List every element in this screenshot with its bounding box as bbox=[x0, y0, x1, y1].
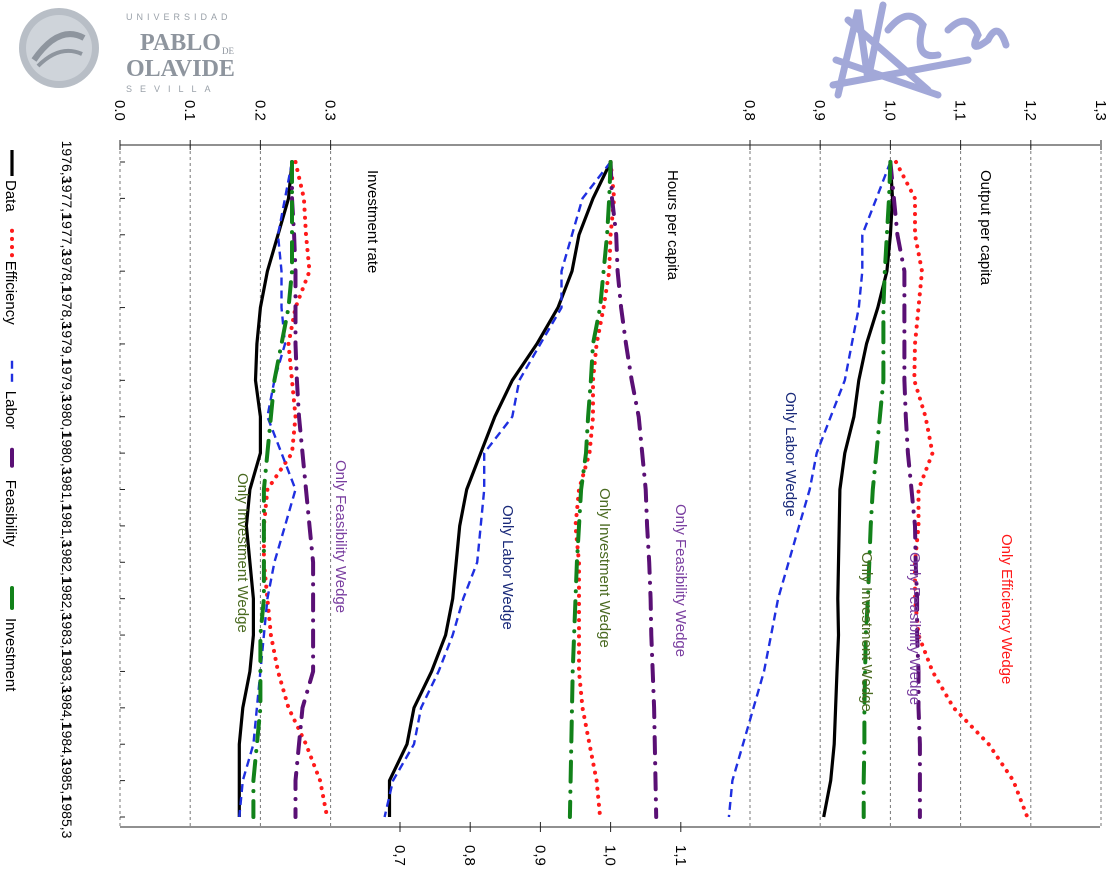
time-tick-label: 1982,3 bbox=[59, 577, 75, 620]
time-axis-labels: 1976,31977,11977,31978,11978,31979,11979… bbox=[59, 141, 75, 839]
panel-title: Hours per capita bbox=[664, 170, 681, 281]
wedge-annotation: Only Investment Wedge bbox=[234, 473, 251, 633]
value-tick-label: 0,8 bbox=[741, 100, 758, 121]
university-name-line1: PABLO bbox=[140, 30, 221, 56]
series-labor-panel-1 bbox=[727, 161, 892, 818]
time-tick-label: 1981,1 bbox=[59, 468, 75, 511]
value-tick-label: 0,9 bbox=[811, 100, 828, 121]
value-tick-label: 1,2 bbox=[1022, 100, 1039, 121]
time-tick-label: 1980,1 bbox=[59, 395, 75, 438]
university-name-line2: OLAVIDE bbox=[126, 56, 235, 82]
series-feasibility-panel-2 bbox=[608, 160, 659, 819]
time-tick-label: 1985,3 bbox=[59, 796, 75, 839]
signature-mark-icon bbox=[828, 0, 1014, 100]
series-feasibility-panel-3 bbox=[290, 160, 316, 819]
time-tick-label: 1985,1 bbox=[59, 759, 75, 802]
time-tick-label: 1981,3 bbox=[59, 504, 75, 547]
series-lines bbox=[237, 160, 1030, 819]
value-tick-label: 0.3 bbox=[322, 100, 339, 121]
series-data-panel-1 bbox=[822, 161, 895, 818]
wedge-annotations: Only Efficiency Wedge Only Feasibility We… bbox=[234, 392, 1015, 712]
series-efficiency-panel-2 bbox=[573, 160, 617, 819]
legend-label-labor: Labor bbox=[2, 391, 19, 429]
value-tick-label: 0,9 bbox=[531, 845, 548, 866]
time-tick-label: 1984,1 bbox=[59, 686, 75, 729]
time-tick-label: 1984,3 bbox=[59, 723, 75, 766]
panel-titles: Output per capita Hours per capita Investm… bbox=[364, 170, 994, 286]
value-tick-label: 1,3 bbox=[1092, 100, 1109, 121]
legend-label-efficiency: Efficiency bbox=[2, 261, 19, 325]
grid bbox=[119, 145, 1102, 827]
wedge-annotation: Only Feasibility Wedge bbox=[332, 460, 349, 613]
legend-label-investment: Investment bbox=[2, 618, 19, 692]
university-logo: UNIVERSIDAD PABLO DE OLAVIDE SEVILLA bbox=[14, 4, 254, 96]
series-investment-panel-2 bbox=[567, 160, 613, 819]
series-labor-panel-3 bbox=[238, 161, 297, 818]
wedge-annotation: Only Investment Wedge bbox=[596, 488, 613, 648]
value-tick-label: 0,7 bbox=[391, 845, 408, 866]
value-tick-label: 0.0 bbox=[111, 100, 128, 121]
series-efficiency-panel-3 bbox=[261, 160, 330, 819]
series-efficiency-panel-1 bbox=[894, 160, 1030, 819]
legend: Data Efficiency Labor Feasibility Investment bbox=[2, 150, 19, 692]
value-tick-label: 1,0 bbox=[602, 845, 619, 866]
time-tick-label: 1977,1 bbox=[59, 177, 75, 220]
time-tick-label: 1980,3 bbox=[59, 432, 75, 475]
university-name-de: DE bbox=[222, 46, 234, 56]
axes: 0,8 0,9 1,0 1,1 1,2 1,3 0,7 0,8 0,9 1,0 1,1 0.0 0.1 0… bbox=[111, 100, 1109, 866]
legend-label-feasibility: Feasibility bbox=[2, 480, 19, 547]
university-bottom-text: SEVILLA bbox=[126, 84, 219, 94]
value-tick-label: 0.2 bbox=[251, 100, 268, 121]
time-tick-label: 1979,1 bbox=[59, 323, 75, 366]
wedge-annotation: Only Feasibility Wedge bbox=[906, 552, 923, 705]
time-tick-label: 1983,3 bbox=[59, 650, 75, 693]
panel-title: Output per capita bbox=[977, 170, 994, 286]
university-top-text: UNIVERSIDAD bbox=[126, 12, 232, 22]
value-tick-label: 0.1 bbox=[181, 100, 198, 121]
series-data-panel-2 bbox=[387, 161, 613, 817]
time-tick-label: 1983,1 bbox=[59, 614, 75, 657]
series-investment-panel-3 bbox=[251, 160, 294, 819]
time-tick-label: 1979,3 bbox=[59, 359, 75, 402]
value-tick-label: 1,1 bbox=[952, 100, 969, 121]
wedge-annotation: Only Feasibility Wedge bbox=[672, 504, 689, 657]
wedge-annotation: Only Efficiency Wedge bbox=[998, 534, 1015, 684]
wedge-annotation: Only Labor Wedge bbox=[499, 505, 516, 630]
university-seal-icon bbox=[19, 8, 99, 88]
series-feasibility-panel-1 bbox=[888, 160, 922, 819]
value-tick-label: 1,1 bbox=[672, 845, 689, 866]
wedge-annotation: Only Investment Wedge bbox=[858, 552, 875, 712]
wedge-annotation: Only Labor Wedge bbox=[782, 392, 799, 517]
series-investment-panel-1 bbox=[861, 160, 893, 819]
series-data-panel-3 bbox=[237, 161, 294, 817]
legend-label-data: Data bbox=[2, 180, 19, 212]
value-tick-label: 1,0 bbox=[881, 100, 898, 121]
time-tick-label: 1978,1 bbox=[59, 250, 75, 293]
panel-title: Investment rate bbox=[364, 170, 381, 273]
series-labor-panel-2 bbox=[383, 161, 612, 818]
time-tick-label: 1978,3 bbox=[59, 286, 75, 329]
time-tick-label: 1977,3 bbox=[59, 213, 75, 256]
value-tick-label: 0,8 bbox=[461, 845, 478, 866]
time-tick-label: 1976,3 bbox=[59, 141, 75, 184]
time-tick-label: 1982,1 bbox=[59, 541, 75, 584]
